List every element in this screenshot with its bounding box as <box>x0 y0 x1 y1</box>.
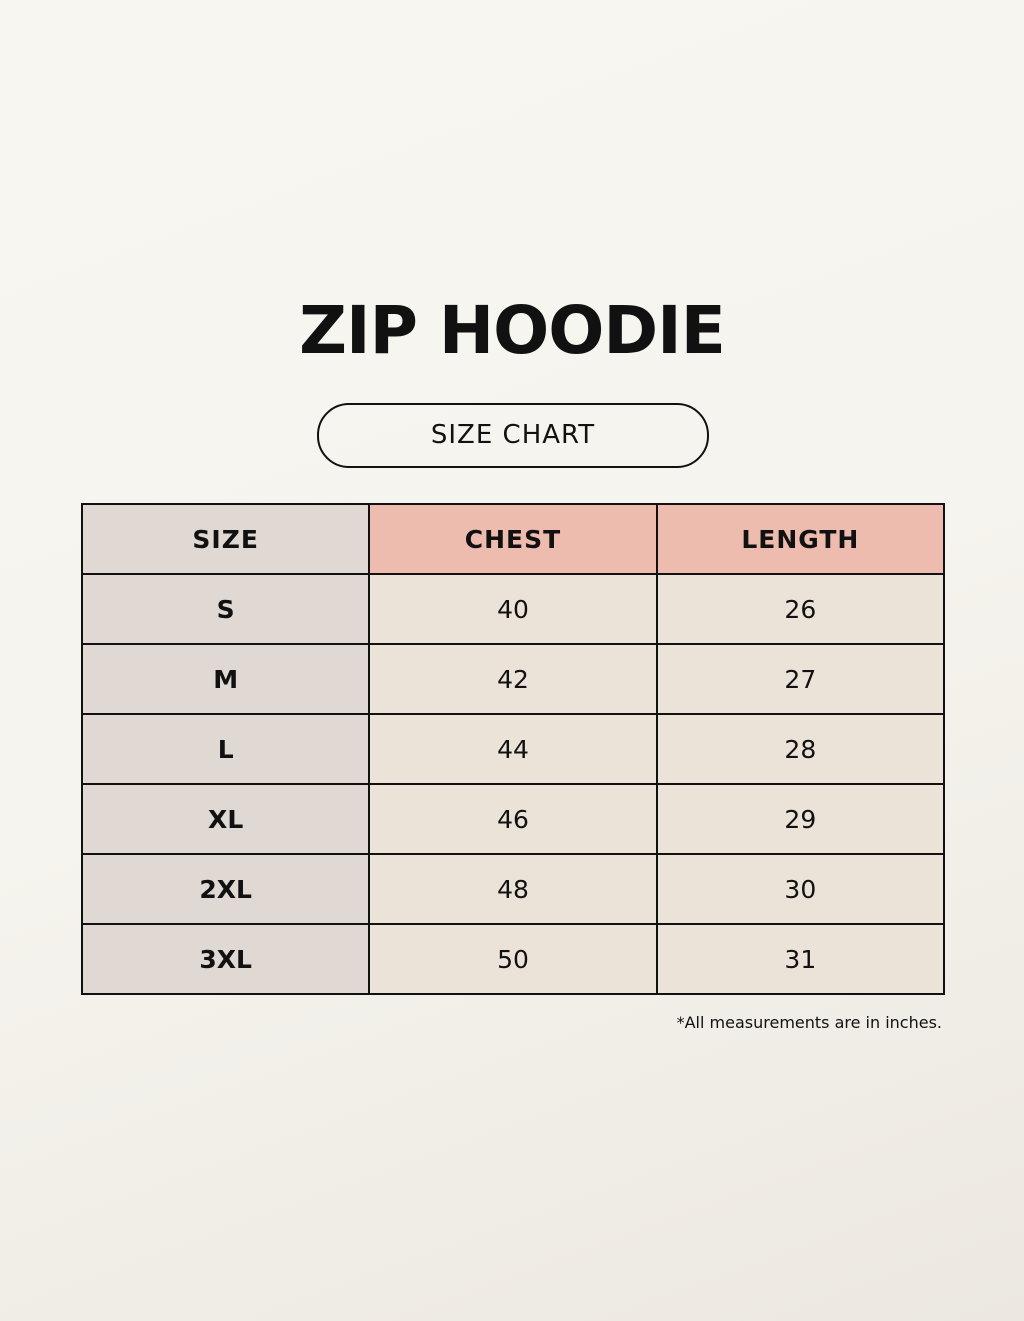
page-title: ZIP HOODIE <box>299 292 726 369</box>
length-cell: 31 <box>655 923 946 995</box>
size-cell: M <box>80 643 371 715</box>
measurement-note: *All measurements are in inches. <box>676 1013 942 1032</box>
header-size: SIZE <box>80 503 371 575</box>
chest-cell: 42 <box>368 643 658 715</box>
chest-cell: 48 <box>368 853 658 925</box>
table-row: S 40 26 <box>80 573 946 645</box>
size-chart-label: SIZE CHART <box>317 403 709 468</box>
length-cell: 29 <box>655 783 946 855</box>
size-cell: S <box>80 573 371 645</box>
size-cell: L <box>80 713 371 785</box>
length-cell: 28 <box>655 713 946 785</box>
size-cell: 2XL <box>80 853 371 925</box>
header-length: LENGTH <box>655 503 946 575</box>
chest-cell: 46 <box>368 783 658 855</box>
table-row: L 44 28 <box>80 713 946 785</box>
table-row: XL 46 29 <box>80 783 946 855</box>
header-chest: CHEST <box>368 503 658 575</box>
table-row: 2XL 48 30 <box>80 853 946 925</box>
chest-cell: 40 <box>368 573 658 645</box>
chest-cell: 44 <box>368 713 658 785</box>
table-row: 3XL 50 31 <box>80 923 946 995</box>
chest-cell: 50 <box>368 923 658 995</box>
length-cell: 26 <box>655 573 946 645</box>
table-row: M 42 27 <box>80 643 946 715</box>
table-header-row: SIZE CHEST LENGTH <box>80 503 946 575</box>
length-cell: 30 <box>655 853 946 925</box>
size-cell: XL <box>80 783 371 855</box>
size-table: SIZE CHEST LENGTH S 40 26 M 42 27 L 44 28 XL 46 29 2… <box>80 503 946 995</box>
size-cell: 3XL <box>80 923 371 995</box>
length-cell: 27 <box>655 643 946 715</box>
